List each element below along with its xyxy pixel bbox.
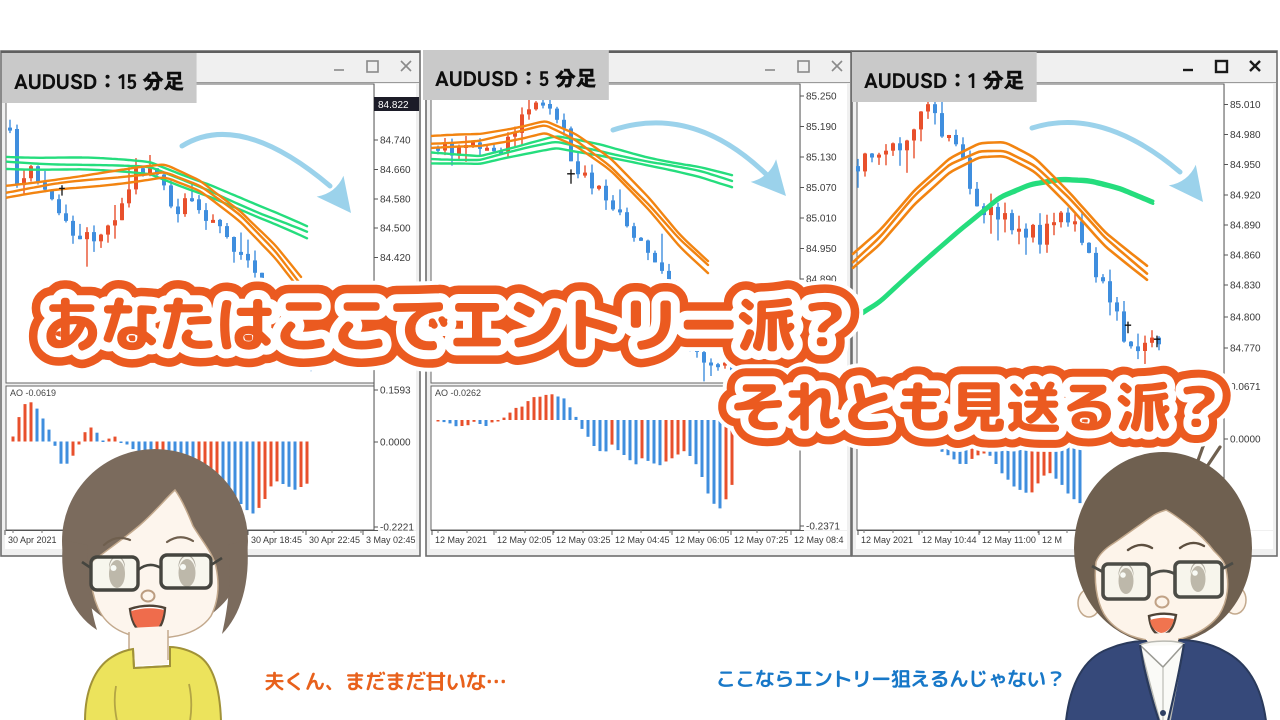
svg-text:85.070: 85.070	[806, 183, 837, 194]
svg-text:84.740: 84.740	[380, 136, 411, 147]
svg-text:12 May 08:4: 12 May 08:4	[794, 535, 844, 545]
svg-text:12 May 02:05: 12 May 02:05	[497, 535, 552, 545]
svg-text:85.010: 85.010	[1230, 100, 1261, 111]
svg-text:85.250: 85.250	[806, 92, 837, 103]
svg-text:84.500: 84.500	[380, 224, 411, 235]
svg-text:12 May 11:00: 12 May 11:00	[982, 535, 1036, 545]
svg-text:12 May 03:25: 12 May 03:25	[556, 535, 611, 545]
svg-text:30 Apr 18:45: 30 Apr 18:45	[251, 535, 302, 545]
svg-text:84.770: 84.770	[1230, 344, 1261, 355]
svg-text:AO -0.0262: AO -0.0262	[435, 388, 481, 398]
svg-text:12 May 2021: 12 May 2021	[435, 535, 487, 545]
svg-text:84.950: 84.950	[806, 244, 837, 255]
svg-text:12 May 07:25: 12 May 07:25	[734, 535, 789, 545]
svg-text:84.890: 84.890	[1230, 221, 1261, 232]
svg-text:30 Apr 2021: 30 Apr 2021	[8, 535, 57, 545]
svg-text:0.0000: 0.0000	[380, 438, 411, 449]
svg-text:84.420: 84.420	[380, 253, 411, 264]
svg-text:85.130: 85.130	[806, 153, 837, 164]
svg-text:12 M: 12 M	[1042, 535, 1062, 545]
svg-text:-0.2221: -0.2221	[380, 523, 414, 534]
svg-text:84.890: 84.890	[806, 275, 837, 286]
svg-text:30 Apr 22:45: 30 Apr 22:45	[309, 535, 360, 545]
svg-text:84.860: 84.860	[1230, 251, 1261, 262]
svg-text:12 May 10:44: 12 May 10:44	[922, 535, 977, 545]
svg-text:AO -0.0619: AO -0.0619	[10, 388, 56, 398]
svg-text:85.010: 85.010	[806, 214, 837, 225]
svg-text:0.1593: 0.1593	[380, 386, 411, 397]
svg-text:12 May 04:45: 12 May 04:45	[615, 535, 670, 545]
svg-text:12 May 2021: 12 May 2021	[861, 535, 913, 545]
svg-text:0.0671: 0.0671	[1230, 382, 1261, 393]
svg-text:84.830: 84.830	[1230, 281, 1261, 292]
svg-text:84.980: 84.980	[1230, 130, 1261, 141]
svg-text:0.0000: 0.0000	[1230, 435, 1261, 446]
svg-text:12 May 06:05: 12 May 06:05	[675, 535, 730, 545]
svg-text:84.580: 84.580	[380, 195, 411, 206]
svg-text:85.190: 85.190	[806, 122, 837, 133]
svg-text:84.920: 84.920	[1230, 191, 1261, 202]
svg-text:84.822: 84.822	[378, 100, 409, 111]
svg-text:84.950: 84.950	[1230, 160, 1261, 171]
svg-text:84.800: 84.800	[1230, 313, 1261, 324]
svg-text:84.660: 84.660	[380, 165, 411, 176]
svg-text:-0.2371: -0.2371	[806, 522, 840, 533]
svg-text:3 May 02:45: 3 May 02:45	[366, 535, 416, 545]
